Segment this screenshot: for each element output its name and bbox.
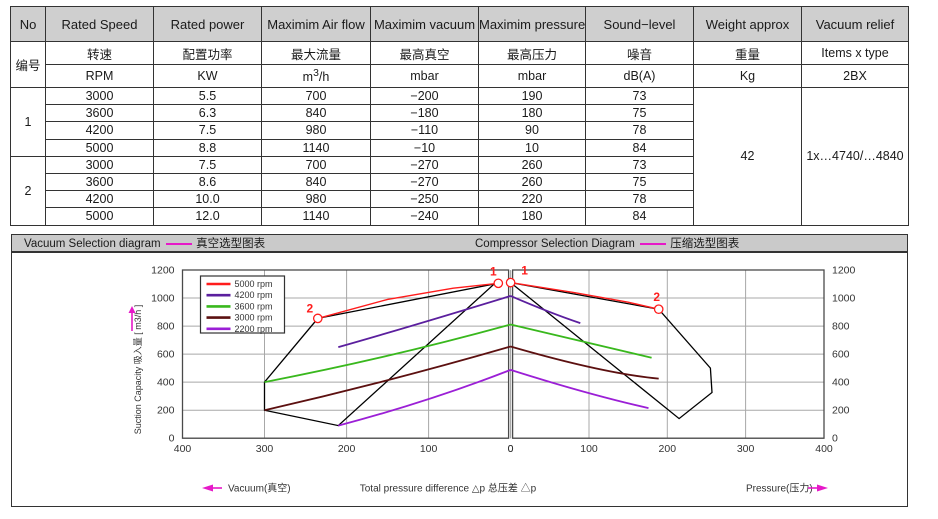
svg-text:1200: 1200 xyxy=(832,265,856,277)
svg-text:Vacuum(真空): Vacuum(真空) xyxy=(228,482,291,495)
svg-text:3600 rpm: 3600 rpm xyxy=(235,301,273,311)
svg-text:800: 800 xyxy=(832,321,850,333)
svg-text:100: 100 xyxy=(580,443,598,455)
svg-text:1: 1 xyxy=(490,264,497,278)
svg-text:4200 rpm: 4200 rpm xyxy=(235,290,273,300)
svg-text:200: 200 xyxy=(832,405,850,417)
svg-text:1: 1 xyxy=(521,264,528,278)
svg-text:Total pressure difference △p 总: Total pressure difference △p 总压差 △p xyxy=(360,482,537,495)
svg-text:300: 300 xyxy=(737,443,755,455)
svg-text:5000 rpm: 5000 rpm xyxy=(235,279,273,289)
svg-text:Pressure(压力): Pressure(压力) xyxy=(746,482,813,495)
svg-text:400: 400 xyxy=(174,443,192,455)
svg-text:400: 400 xyxy=(157,377,175,389)
svg-text:1000: 1000 xyxy=(151,293,175,305)
svg-text:200: 200 xyxy=(157,405,175,417)
svg-text:Suction Capacity 吸入量 [ m3/h ]: Suction Capacity 吸入量 [ m3/h ] xyxy=(133,305,143,435)
svg-text:800: 800 xyxy=(157,321,175,333)
svg-text:100: 100 xyxy=(420,443,438,455)
svg-text:2200 rpm: 2200 rpm xyxy=(235,324,273,334)
svg-text:3000 rpm: 3000 rpm xyxy=(235,313,273,323)
svg-text:300: 300 xyxy=(256,443,274,455)
svg-text:0: 0 xyxy=(508,443,514,455)
svg-text:200: 200 xyxy=(659,443,677,455)
svg-text:0: 0 xyxy=(832,433,838,445)
svg-text:1000: 1000 xyxy=(832,293,856,305)
svg-text:1200: 1200 xyxy=(151,265,175,277)
svg-text:400: 400 xyxy=(832,377,850,389)
svg-text:2: 2 xyxy=(306,301,313,315)
svg-text:600: 600 xyxy=(832,349,850,361)
svg-text:400: 400 xyxy=(815,443,833,455)
svg-text:2: 2 xyxy=(653,290,660,304)
svg-text:600: 600 xyxy=(157,349,175,361)
svg-text:200: 200 xyxy=(338,443,356,455)
